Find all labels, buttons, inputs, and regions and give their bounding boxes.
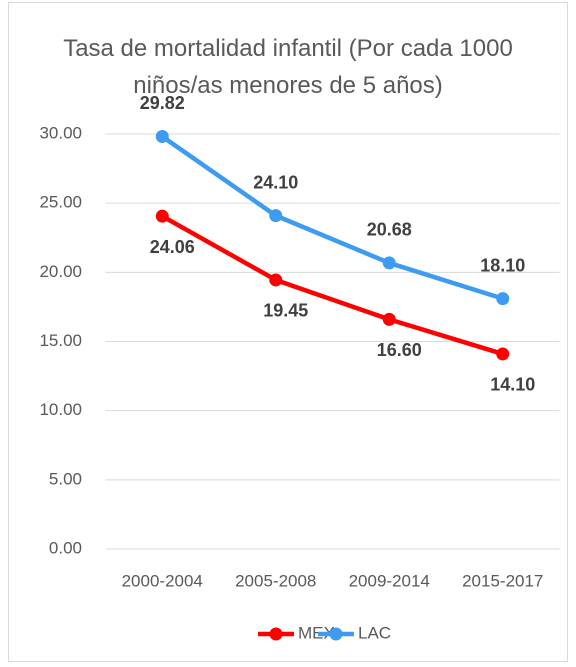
data-label: 14.10 <box>490 375 535 395</box>
y-tick-label: 25.00 <box>39 193 82 212</box>
data-label: 24.06 <box>150 237 195 257</box>
x-tick-label: 2015-2017 <box>462 571 543 590</box>
y-tick-label: 20.00 <box>39 262 82 281</box>
y-tick-label: 15.00 <box>39 331 82 350</box>
legend-marker <box>269 627 283 641</box>
y-tick-label: 0.00 <box>49 538 82 557</box>
y-tick-label: 10.00 <box>39 400 82 419</box>
data-label: 19.45 <box>263 301 308 321</box>
data-label: 29.82 <box>140 93 185 113</box>
data-point <box>269 209 283 223</box>
chart-title: Tasa de mortalidad infantil (Por cada 10… <box>63 35 513 99</box>
data-point <box>382 256 396 270</box>
chart-frame <box>8 2 568 662</box>
data-point <box>496 347 510 361</box>
data-point <box>269 273 283 287</box>
data-label: 18.10 <box>480 255 525 275</box>
x-tick-label: 2009-2014 <box>349 571 430 590</box>
data-point <box>155 129 169 143</box>
y-tick-label: 30.00 <box>39 123 82 142</box>
legend-label: MEX <box>298 623 335 642</box>
x-tick-label: 2005-2008 <box>235 571 316 590</box>
legend-label: LAC <box>358 623 391 642</box>
data-label: 20.68 <box>367 220 412 240</box>
x-tick-label: 2000-2004 <box>122 571 203 590</box>
series-line <box>160 134 504 301</box>
series-line <box>161 214 504 357</box>
y-tick-label: 5.00 <box>49 469 82 488</box>
data-point <box>496 292 510 306</box>
data-label: 16.60 <box>377 340 422 360</box>
data-point <box>382 312 396 326</box>
data-point <box>155 209 169 223</box>
legend-marker <box>329 627 343 641</box>
data-label: 24.10 <box>253 172 298 192</box>
